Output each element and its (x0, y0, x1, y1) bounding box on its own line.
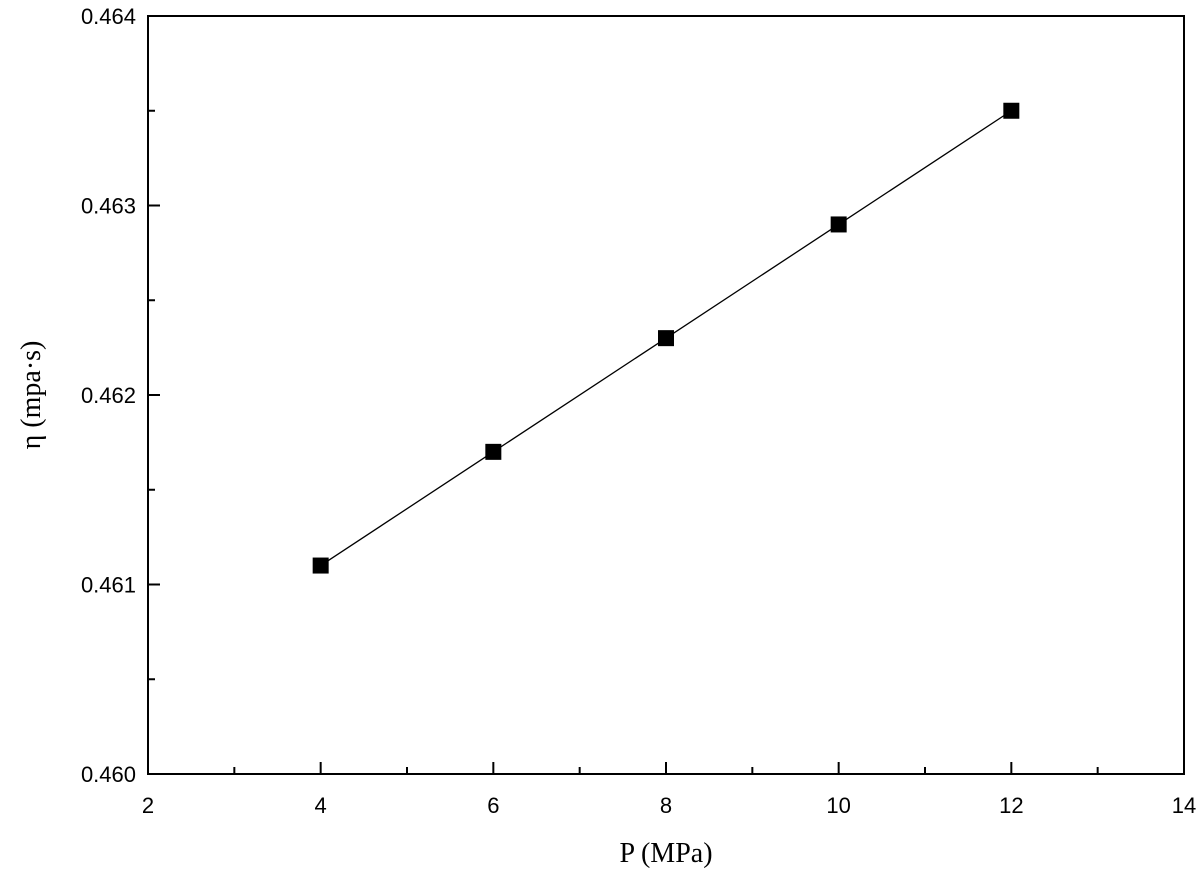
x-tick-label: 4 (315, 793, 327, 818)
y-tick-label: 0.463 (81, 194, 136, 219)
y-tick-label: 0.464 (81, 4, 136, 29)
y-tick-label: 0.460 (81, 762, 136, 787)
x-tick-label: 8 (660, 793, 672, 818)
y-tick-label: 0.461 (81, 573, 136, 598)
data-point-square (658, 330, 674, 347)
axis-tick-labels: 2 4 6 8 10 12 14 0.460 0.461 0.462 0.463 0.464 (81, 4, 1196, 818)
data-point-square (312, 557, 329, 574)
x-tick-label: 6 (487, 793, 499, 818)
plot-area (147, 15, 1185, 775)
x-tick-label: 14 (1172, 793, 1196, 818)
data-point-square (1003, 102, 1020, 119)
data-point-square (485, 443, 502, 460)
data-series (312, 102, 1020, 574)
axis-ticks (147, 15, 1185, 775)
x-axis-title: P (MPa) (619, 838, 712, 869)
data-point-square (830, 216, 847, 233)
y-axis-title: η (mpa·s) (16, 341, 47, 450)
x-tick-label: 12 (999, 793, 1023, 818)
x-tick-label: 10 (826, 793, 850, 818)
y-tick-label: 0.462 (81, 383, 136, 408)
x-tick-label: 2 (142, 793, 154, 818)
